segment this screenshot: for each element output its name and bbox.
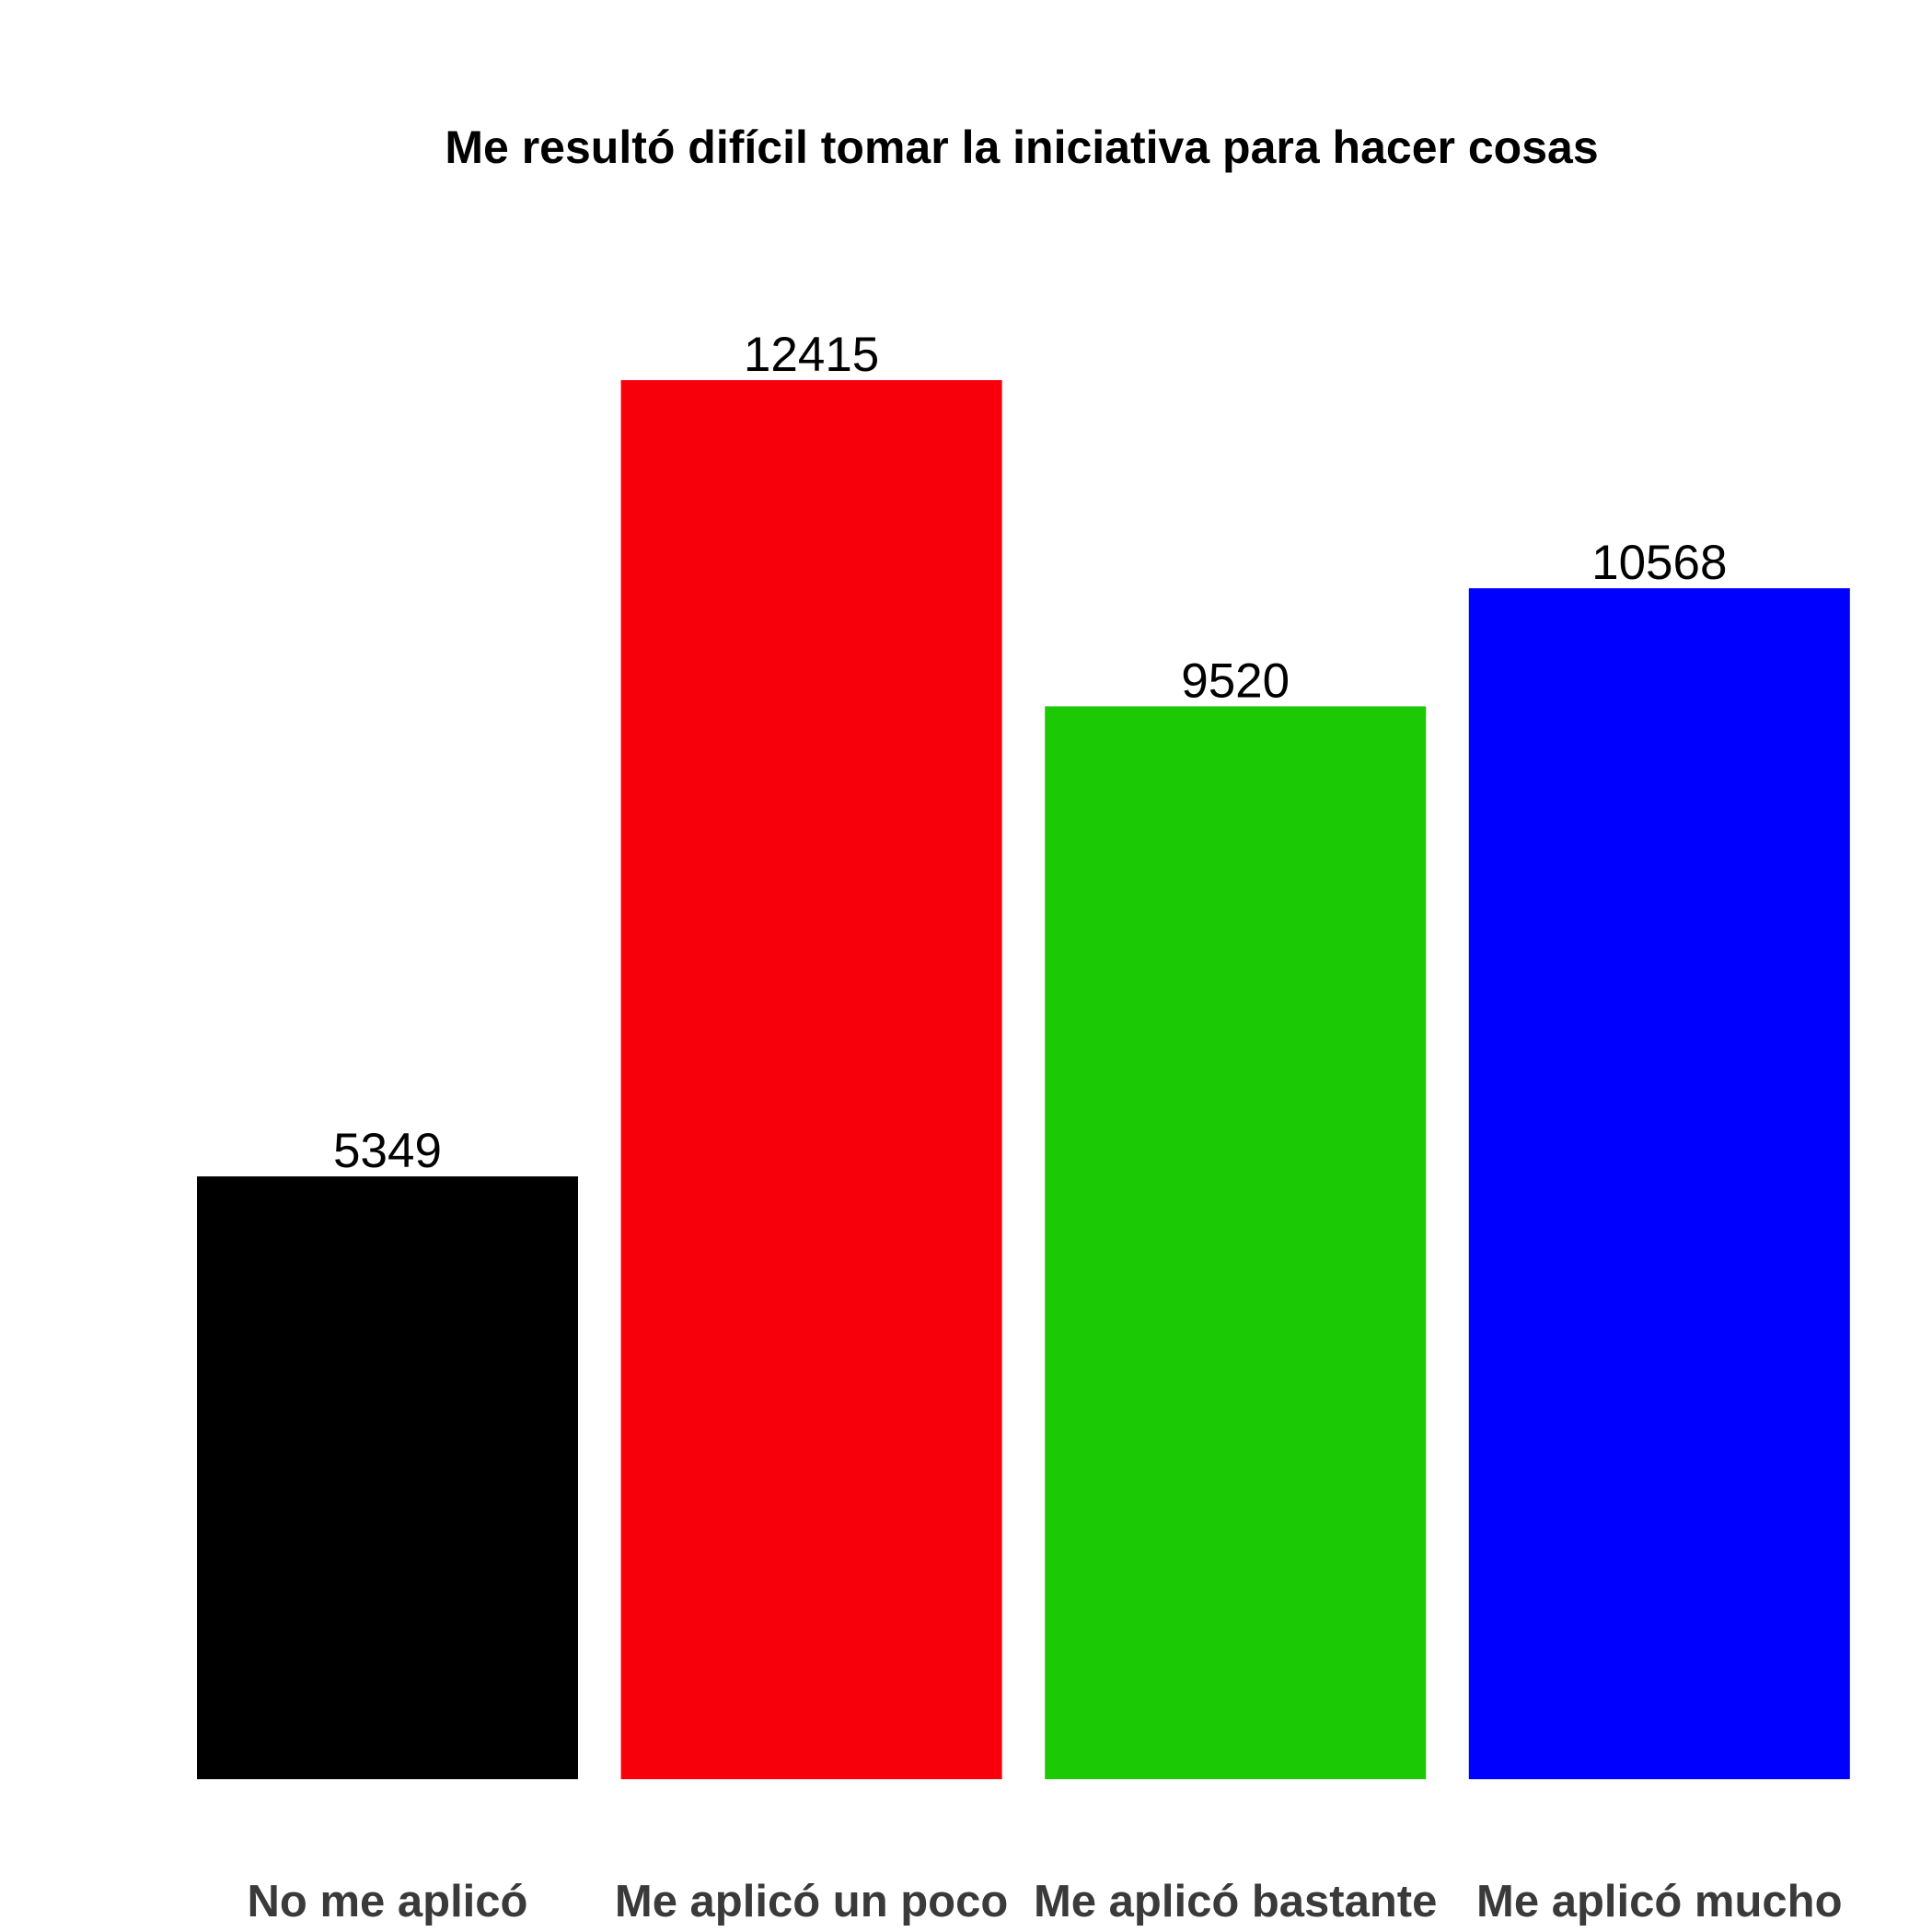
chart-title: Me resultó difícil tomar la iniciativa p… [445,121,1598,173]
bars-group [197,380,1850,1779]
x-tick-label: No me aplicó [248,1877,528,1926]
bar-value-label: 5349 [333,1124,442,1178]
bar-4 [1468,588,1850,1779]
x-tick-label: Me aplicó un poco [615,1877,1008,1926]
bar-3 [1045,706,1427,1779]
bar-value-label: 12415 [744,328,879,382]
value-labels-group: 5349 12415 9520 10568 [333,328,1727,1178]
bar-2 [620,380,1002,1779]
x-tick-label: Me aplicó mucho [1476,1877,1843,1926]
bar-value-label: 10568 [1591,536,1727,590]
x-tick-label: Me aplicó bastante [1034,1877,1437,1926]
bar-value-label: 9520 [1181,654,1290,708]
category-labels-group: No me aplicó Me aplicó un poco Me aplicó b… [248,1877,1843,1926]
bar-1 [197,1176,578,1779]
